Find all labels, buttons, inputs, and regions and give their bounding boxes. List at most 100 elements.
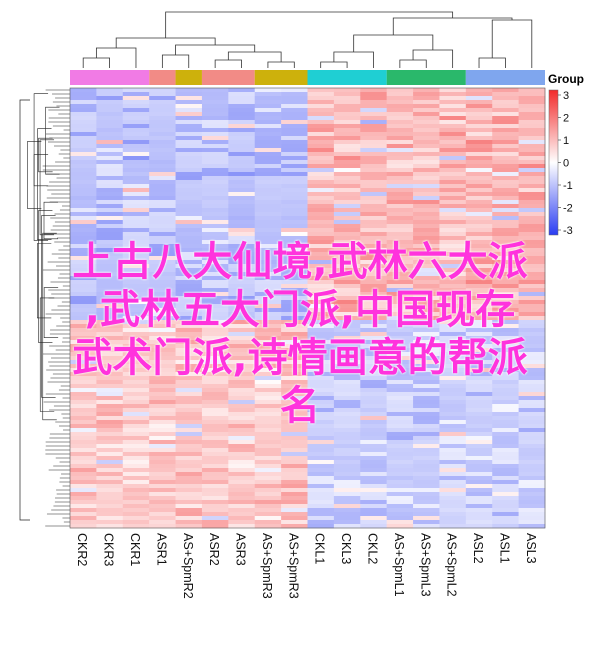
heatmap-cell (228, 96, 256, 101)
heatmap-cell (254, 472, 282, 477)
heatmap-cell (96, 132, 124, 137)
heatmap-cell (439, 280, 467, 285)
heatmap-cell (386, 240, 414, 245)
heatmap-cell (465, 436, 493, 441)
heatmap-cell (413, 100, 440, 105)
heatmap-cell (201, 128, 229, 133)
heatmap-cell (439, 412, 467, 417)
heatmap-cell (386, 272, 414, 277)
heatmap-cell (201, 148, 229, 153)
heatmap-cell (439, 196, 467, 201)
heatmap-cell (201, 256, 229, 261)
heatmap-cell (281, 436, 308, 441)
heatmap-cell (439, 520, 467, 525)
group-segment (254, 70, 308, 85)
heatmap-cell (96, 372, 124, 377)
heatmap-cell (333, 436, 361, 441)
heatmap-cell (149, 420, 176, 425)
heatmap-cell (254, 116, 282, 121)
heatmap-cell (439, 424, 467, 429)
heatmap-cell (70, 120, 97, 125)
heatmap-cell (122, 208, 150, 213)
heatmap-cell (96, 260, 124, 265)
heatmap-cell (70, 440, 97, 445)
heatmap-cell (413, 524, 440, 529)
heatmap-cell (333, 420, 361, 425)
heatmap-cell (228, 164, 256, 169)
heatmap-cell (281, 160, 308, 165)
heatmap-cell (201, 508, 229, 513)
heatmap-cell (518, 220, 546, 225)
heatmap-cell (492, 484, 519, 489)
heatmap-cell (254, 176, 282, 181)
heatmap-cell (122, 272, 150, 277)
heatmap-cell (122, 316, 150, 321)
heatmap-cell (254, 152, 282, 157)
heatmap-cell (518, 276, 546, 281)
heatmap-cell (413, 352, 440, 357)
heatmap-cell (175, 276, 203, 281)
heatmap-cell (149, 500, 176, 505)
heatmap-cell (465, 428, 493, 433)
heatmap-cell (281, 296, 308, 301)
heatmap-cell (96, 140, 124, 145)
heatmap-cell (175, 344, 203, 349)
heatmap-cell (96, 224, 124, 229)
heatmap-cell (281, 196, 308, 201)
heatmap-cell (201, 344, 229, 349)
heatmap-cell (175, 320, 203, 325)
heatmap-cell (96, 248, 124, 253)
heatmap-cell (70, 148, 97, 153)
heatmap-cell (386, 440, 414, 445)
heatmap-cell (175, 432, 203, 437)
heatmap-cell (149, 372, 176, 377)
heatmap-cell (492, 352, 519, 357)
heatmap-cell (386, 216, 414, 221)
heatmap-cell (386, 140, 414, 145)
heatmap-cell (333, 344, 361, 349)
heatmap-cell (465, 236, 493, 241)
legend-tick-label: -3 (563, 225, 573, 237)
heatmap-cell (149, 332, 176, 337)
heatmap-cell (518, 316, 546, 321)
heatmap-cell (465, 524, 493, 529)
heatmap-cell (333, 120, 361, 125)
heatmap-cell (307, 380, 335, 385)
heatmap-cell (70, 312, 97, 317)
heatmap-cell (439, 252, 467, 257)
heatmap-cell (122, 228, 150, 233)
heatmap-cell (465, 388, 493, 393)
heatmap-cell (307, 136, 335, 141)
heatmap-cell (149, 260, 176, 265)
heatmap-cell (360, 272, 387, 277)
heatmap-cell (413, 328, 440, 333)
heatmap-cell (201, 504, 229, 509)
heatmap-cell (281, 492, 308, 497)
heatmap-cell (439, 356, 467, 361)
heatmap-cell (122, 472, 150, 477)
heatmap-cell (413, 460, 440, 465)
heatmap-cell (413, 360, 440, 365)
heatmap-cell (70, 344, 97, 349)
heatmap-cell (492, 180, 519, 185)
heatmap-cell (175, 460, 203, 465)
heatmap-cell (413, 520, 440, 525)
heatmap-cell (122, 156, 150, 161)
heatmap-cell (386, 188, 414, 193)
heatmap-cell (201, 152, 229, 157)
heatmap-cell (228, 320, 256, 325)
heatmap-cell (70, 360, 97, 365)
heatmap-cell (96, 284, 124, 289)
heatmap-cell (149, 96, 176, 101)
heatmap-cell (96, 356, 124, 361)
heatmap-cell (307, 464, 335, 469)
heatmap-cell (386, 256, 414, 261)
heatmap-cell (70, 92, 97, 97)
heatmap-cell (413, 192, 440, 197)
heatmap-cell (281, 484, 308, 489)
heatmap-cell (149, 216, 176, 221)
heatmap-cell (360, 524, 387, 529)
heatmap-cell (307, 100, 335, 105)
heatmap-cell (281, 500, 308, 505)
heatmap-cell (228, 188, 256, 193)
